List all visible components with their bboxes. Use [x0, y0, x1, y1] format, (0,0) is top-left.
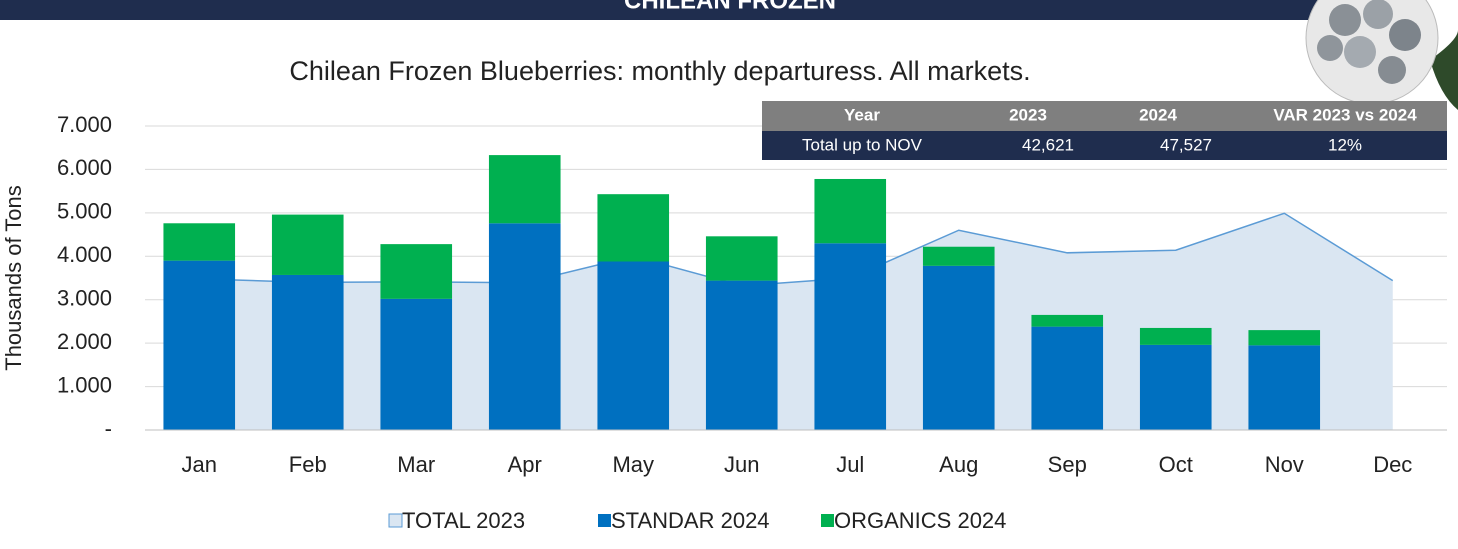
legend-swatch	[389, 514, 402, 527]
legend-label: STANDAR 2024	[611, 508, 770, 533]
header-text: CHILEAN FROZEN	[624, 0, 836, 14]
y-tick-label: 5.000	[57, 199, 112, 224]
table-cell: 42,621	[1022, 135, 1074, 154]
y-tick-label: 4.000	[57, 242, 112, 267]
x-tick-label: Feb	[289, 452, 327, 477]
table-header-cell: VAR 2023 vs 2024	[1273, 105, 1417, 124]
y-tick-label: 3.000	[57, 286, 112, 311]
chart: CHILEAN FROZEN Chilean Frozen Blueberrie…	[0, 0, 1458, 549]
bar	[923, 266, 995, 430]
x-tick-label: Sep	[1048, 452, 1087, 477]
x-tick-label: Apr	[508, 452, 542, 477]
bar	[597, 194, 669, 261]
bar	[1140, 328, 1212, 345]
x-tick-label: Oct	[1159, 452, 1193, 477]
area-fill	[199, 213, 1393, 430]
bar	[706, 236, 778, 280]
bar	[163, 261, 235, 430]
table-cell: 47,527	[1160, 135, 1212, 154]
x-tick-label: Dec	[1373, 452, 1412, 477]
bar	[1248, 345, 1320, 430]
x-tick-label: Jan	[182, 452, 217, 477]
legend-swatch	[821, 514, 834, 527]
bar	[1140, 345, 1212, 430]
x-tick-label: Jun	[724, 452, 759, 477]
bar	[163, 223, 235, 260]
y-tick-label: 1.000	[57, 372, 112, 397]
y-tick-label: 2.000	[57, 329, 112, 354]
chart-title: Chilean Frozen Blueberries: monthly depa…	[289, 56, 1030, 86]
x-tick-label: May	[612, 452, 654, 477]
bar	[814, 243, 886, 430]
y-tick-label: 6.000	[57, 155, 112, 180]
legend-label: ORGANICS 2024	[834, 508, 1006, 533]
bar	[923, 247, 995, 266]
y-axis-title: Thousands of Tons	[1, 185, 26, 371]
table-header-cell: 2023	[1009, 105, 1047, 124]
legend-label: TOTAL 2023	[402, 508, 525, 533]
table-header-cell: 2024	[1139, 105, 1177, 124]
y-tick-label: 7.000	[57, 112, 112, 137]
bar	[1031, 315, 1103, 327]
blueberry-image	[1306, 0, 1458, 110]
page: CHILEAN FROZEN Chilean Frozen Blueberrie…	[0, 0, 1458, 549]
bar	[814, 179, 886, 243]
bar	[380, 299, 452, 430]
x-tick-label: Jul	[836, 452, 864, 477]
x-tick-label: Mar	[397, 452, 435, 477]
x-tick-label: Nov	[1265, 452, 1304, 477]
y-tick-label: -	[105, 416, 112, 441]
legend-swatch	[598, 514, 611, 527]
bar	[272, 275, 344, 430]
table-cell: Total up to NOV	[802, 135, 923, 154]
x-tick-label: Aug	[939, 452, 978, 477]
bar	[1031, 327, 1103, 430]
bar	[272, 215, 344, 275]
bar	[597, 261, 669, 430]
table-header-cell: Year	[844, 105, 880, 124]
bar	[489, 155, 561, 223]
bar	[380, 244, 452, 299]
bar	[489, 223, 561, 430]
table-cell: 12%	[1328, 135, 1362, 154]
bar	[706, 281, 778, 430]
bar	[1248, 330, 1320, 345]
